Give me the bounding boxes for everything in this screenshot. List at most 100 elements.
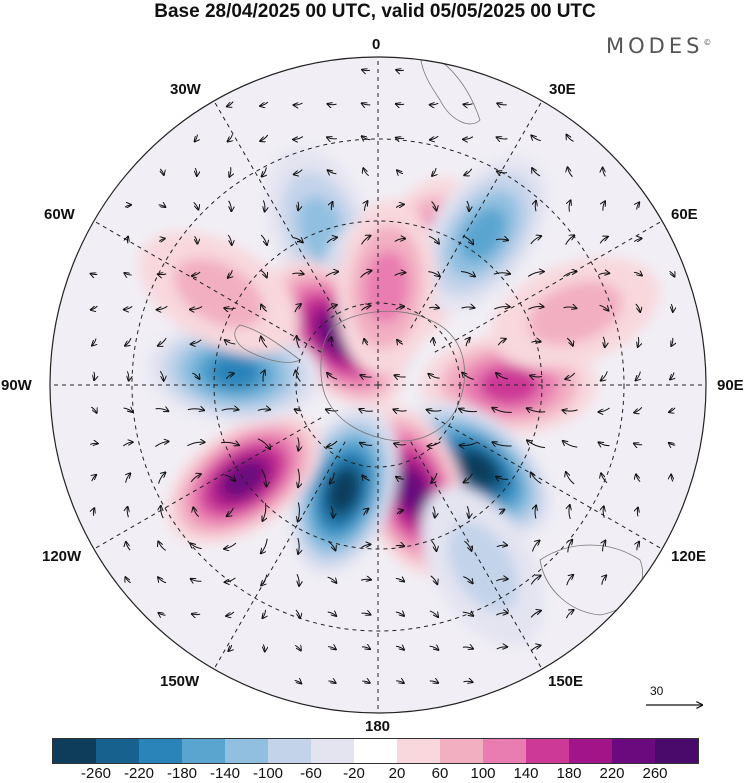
wind-arrow — [327, 612, 336, 616]
africa-coastline — [419, 57, 481, 125]
lon-label-90w: 90W — [1, 377, 32, 394]
wind-arrow — [297, 336, 300, 349]
wind-arrow — [562, 410, 578, 411]
wind-arrow — [195, 167, 197, 176]
lon-label-120w: 120W — [42, 548, 82, 565]
wind-arrow — [671, 475, 673, 482]
wind-arrow — [257, 409, 270, 410]
wind-arrow — [566, 575, 574, 586]
wind-arrow — [565, 235, 575, 245]
wind-arrow — [298, 437, 299, 450]
wind-arrow — [430, 575, 438, 584]
wind-arrow — [492, 408, 512, 413]
anomaly-contour — [364, 251, 409, 323]
wind-arrow — [671, 337, 673, 346]
wind-arrow — [430, 135, 439, 140]
wind-arrow — [601, 371, 608, 380]
colorbar-tick-label: 180 — [556, 765, 582, 782]
wind-arrow — [326, 237, 337, 244]
wind-arrow — [193, 201, 199, 209]
wind-arrow — [92, 475, 96, 482]
wind-arrow — [497, 339, 506, 346]
wind-arrow — [428, 235, 439, 243]
meridian-line — [410, 100, 543, 329]
south-america-coastline — [234, 324, 301, 363]
wind-arrow — [496, 647, 507, 649]
wind-arrow — [260, 270, 267, 278]
colorbar-swatch — [268, 739, 311, 763]
wind-arrow — [494, 307, 509, 309]
wind-arrow — [294, 169, 303, 175]
colorbar-tick-label: 140 — [513, 765, 539, 782]
wind-arrow — [328, 681, 335, 683]
wind-arrow — [360, 443, 373, 446]
wind-arrow — [330, 472, 335, 484]
wind-arrow — [123, 408, 133, 412]
wind-arrow — [464, 473, 473, 483]
wind-arrow — [530, 236, 541, 245]
wind-arrow — [93, 508, 94, 516]
wind-arrow — [527, 408, 546, 412]
wind-arrow — [328, 541, 336, 551]
wind-arrow — [325, 272, 338, 277]
wind-arrow — [428, 307, 439, 308]
wind-arrow — [187, 442, 204, 447]
wind-arrow — [634, 238, 641, 241]
wind-arrow — [192, 271, 201, 276]
wind-arrow — [459, 409, 477, 412]
wind-arrow — [158, 472, 166, 484]
wind-arrow — [396, 104, 405, 105]
wind-arrow — [428, 374, 440, 378]
wind-arrow — [228, 644, 231, 651]
wind-arrow — [535, 201, 536, 212]
wind-arrow — [295, 609, 300, 618]
lon-label-90e: 90E — [717, 377, 744, 394]
wind-arrow — [603, 506, 604, 518]
wind-arrow — [429, 646, 439, 650]
colorbar-swatch — [440, 739, 483, 763]
wind-arrow — [261, 574, 268, 586]
wind-arrow — [637, 202, 640, 210]
wind-arrow — [125, 337, 132, 346]
wind-arrow — [297, 573, 299, 586]
colorbar-tick-label: -20 — [343, 765, 365, 782]
wind-arrow — [460, 442, 477, 446]
wind-arrow — [636, 371, 641, 381]
wind-arrow — [187, 409, 204, 411]
wind-arrow — [360, 579, 371, 580]
wind-arrow — [568, 540, 572, 553]
wind-arrow — [292, 273, 303, 274]
wind-arrow — [602, 575, 606, 585]
wind-arrow — [428, 441, 441, 446]
lon-label-150e: 150E — [548, 673, 584, 690]
wind-arrow — [124, 273, 132, 275]
wind-arrow — [262, 167, 267, 176]
wind-arrow — [394, 375, 406, 377]
wind-arrow — [493, 273, 510, 274]
wind-arrow — [261, 469, 267, 486]
wind-arrow — [462, 612, 473, 616]
wind-arrow — [361, 306, 370, 311]
wind-arrow — [327, 104, 337, 105]
anomaly-contour — [328, 470, 359, 512]
wind-arrow — [362, 681, 369, 683]
lon-label-150w: 150W — [160, 673, 200, 690]
wind-arrow — [126, 473, 131, 483]
wind-arrow — [669, 443, 676, 445]
colorbar-tick-label: 60 — [431, 765, 449, 782]
colorbar-swatch — [569, 739, 612, 763]
wind-arrow — [361, 613, 370, 615]
wind-arrow — [599, 442, 610, 445]
wind-arrow — [396, 477, 404, 479]
wind-arrow — [532, 168, 541, 177]
wind-vectors — [90, 70, 675, 684]
wind-arrow — [158, 337, 167, 346]
anomaly-contour — [222, 461, 265, 498]
wind-arrow — [362, 475, 370, 480]
wind-arrow — [227, 234, 231, 245]
lon-label-30w: 30W — [170, 81, 201, 98]
wind-arrow — [634, 443, 643, 444]
wind-arrow — [670, 372, 674, 379]
wind-arrow — [497, 171, 508, 172]
